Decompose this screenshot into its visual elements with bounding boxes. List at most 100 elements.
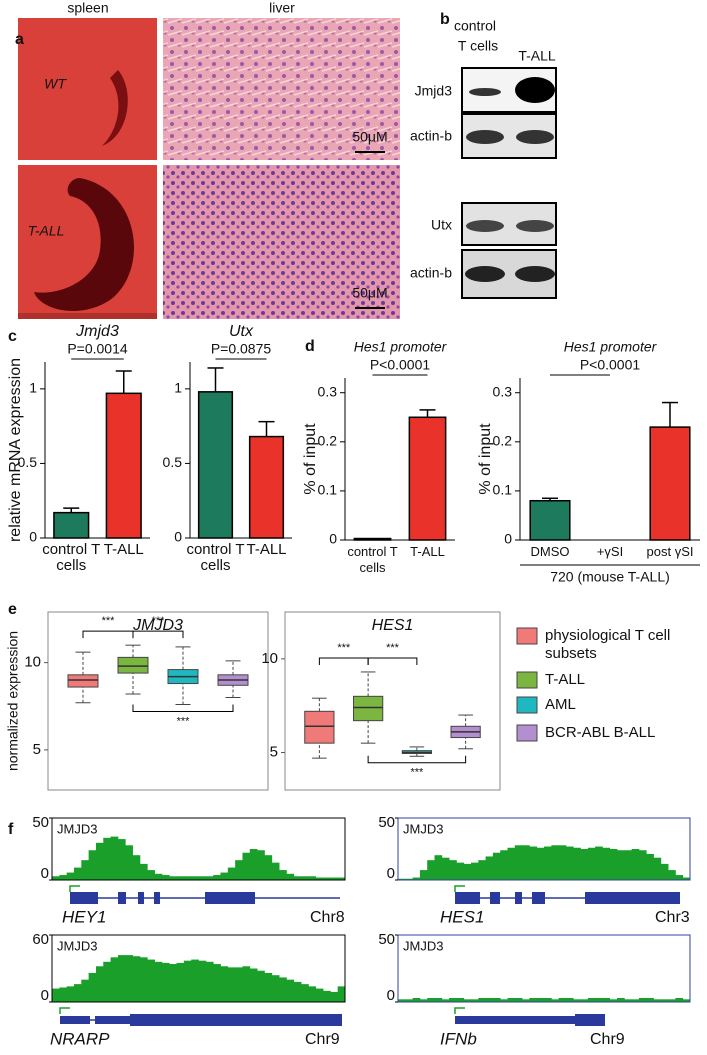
chromosome: Chr9 <box>590 1031 625 1048</box>
signal-bin <box>617 850 625 880</box>
chart-title: HES1 <box>372 617 414 634</box>
y-tick-label: 10 <box>261 650 278 667</box>
gene-exon <box>455 1016 470 1024</box>
signal-bin <box>478 997 486 1002</box>
signal-bin <box>427 997 435 1002</box>
signal-bin <box>500 999 508 1002</box>
signal-bin <box>675 997 684 1002</box>
legend-label-box: AML <box>545 696 576 713</box>
signal-bin <box>580 999 589 1002</box>
signal-bin <box>602 847 611 880</box>
y-tick-label: 0 <box>41 865 49 882</box>
signal-bin <box>117 955 126 1002</box>
signal-bin <box>646 853 654 880</box>
bar <box>353 537 392 541</box>
bar <box>197 391 234 539</box>
signal-bin <box>183 960 192 1002</box>
signal-bin <box>471 862 479 880</box>
y-tick-label: 50 <box>378 931 395 948</box>
band <box>516 130 554 144</box>
y-tick-label: 60 <box>32 931 49 948</box>
scale-bar-label: 50μM <box>352 129 387 145</box>
signal-bin <box>471 999 479 1002</box>
signal-bin <box>176 962 185 1002</box>
x-tick-label: post γSI <box>646 544 694 559</box>
chromosome: Chr9 <box>305 1031 340 1048</box>
signal-bin <box>308 986 317 1002</box>
signal-bin <box>507 997 516 1002</box>
chromosome: Chr3 <box>655 909 690 926</box>
signal-bin <box>492 852 501 880</box>
signal-bin <box>59 987 68 1002</box>
signal-bin <box>103 961 111 1002</box>
signal-bin <box>485 856 494 880</box>
y-tick-label: 0.3 <box>318 383 338 399</box>
significance-bracket <box>82 630 134 639</box>
track-label: JMJD3 <box>403 938 443 953</box>
x-tick-label-box: control T cells <box>347 544 397 575</box>
signal-bin <box>441 857 450 880</box>
scale-bar-label: 50μM <box>352 285 387 301</box>
signal-bin <box>132 855 141 880</box>
signal-bin <box>330 877 339 880</box>
signal-bin <box>169 876 177 880</box>
signal-bin <box>427 860 435 880</box>
y-tick-label: 0.3 <box>493 383 513 399</box>
signal-bin <box>660 999 669 1002</box>
panel-label: d <box>305 338 315 355</box>
x-tick-label: control T cells <box>186 542 245 574</box>
signal-bin <box>52 988 60 1002</box>
column-label: liver <box>269 0 295 16</box>
significance-bracket <box>367 755 467 764</box>
signal-bin <box>220 966 229 1002</box>
signal-bin <box>682 877 691 880</box>
annotation: P<0.0001 <box>580 357 641 373</box>
signal-bin <box>558 997 567 1002</box>
gene-exon <box>490 892 500 904</box>
signal-bin <box>213 964 221 1002</box>
band <box>515 77 555 103</box>
bar <box>649 426 691 541</box>
lane-label: T cells <box>458 38 498 54</box>
gene-name: IFNb <box>440 1029 477 1048</box>
gene-exon <box>532 892 545 904</box>
signal-bin <box>271 862 280 880</box>
signal-bin <box>500 850 508 880</box>
signal-bin <box>308 876 317 880</box>
x-tick-label-box: T-ALL <box>410 544 445 559</box>
track-label: JMJD3 <box>403 821 443 836</box>
signal-bin <box>103 837 111 880</box>
signal-bin <box>257 970 265 1002</box>
legend-swatch <box>516 627 538 645</box>
signal-bin <box>660 863 669 880</box>
signal-bin <box>227 967 236 1002</box>
signal-bin <box>478 860 486 880</box>
x-tick-label: control T cells <box>42 542 101 574</box>
signal-bin <box>463 863 472 880</box>
y-tick-label: 0 <box>504 531 512 547</box>
signal-bin <box>66 986 75 1002</box>
signal-bin <box>154 961 163 1002</box>
signal-bin <box>279 870 287 880</box>
significance-bracket <box>367 657 418 665</box>
band <box>516 220 554 232</box>
tss-arrow <box>69 885 80 892</box>
row-label: T-ALL <box>28 223 65 239</box>
legend-swatch <box>516 724 538 742</box>
gene-exon <box>205 892 255 904</box>
signal-bin <box>139 863 148 880</box>
y-tick-label: 0.1 <box>493 482 513 498</box>
band <box>465 266 505 282</box>
signal-bin <box>213 875 221 880</box>
signal-bin <box>198 960 207 1002</box>
legend-swatch <box>516 696 538 714</box>
signal-bin <box>81 979 90 1002</box>
signal-bin <box>551 999 559 1002</box>
signal-bin <box>544 997 552 1002</box>
signal-bin <box>73 984 82 1002</box>
signal-bin <box>147 959 155 1002</box>
blot-label: Utx <box>431 217 452 233</box>
panel-label: a <box>15 31 24 48</box>
signal-bin <box>293 876 302 880</box>
track-frame <box>397 817 691 881</box>
